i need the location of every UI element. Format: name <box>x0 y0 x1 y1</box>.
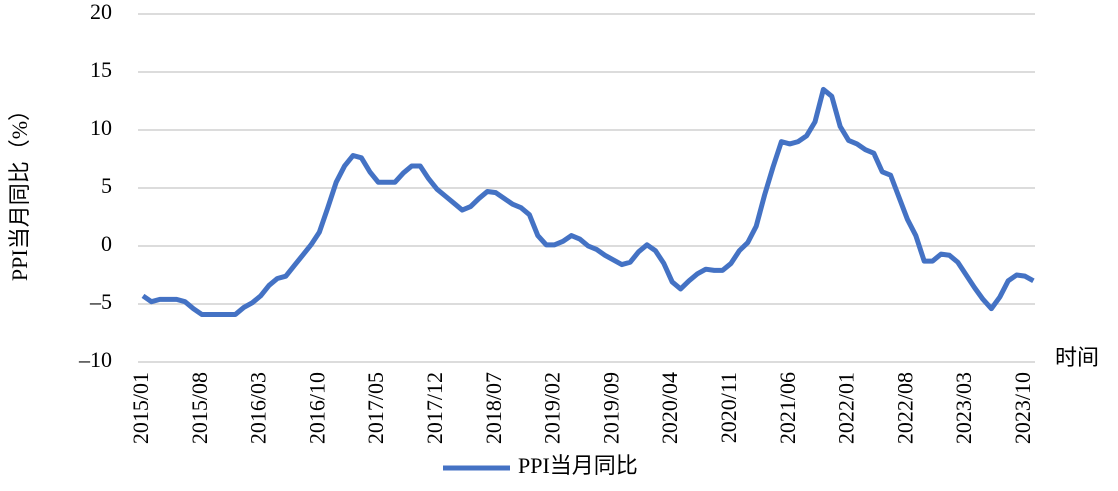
y-tick-label: 0 <box>101 231 112 256</box>
x-tick-label: 2018/07 <box>481 372 506 444</box>
x-tick-label: 2019/02 <box>540 372 565 444</box>
y-tick-label: 5 <box>101 173 112 198</box>
x-tick-label: 2017/05 <box>363 372 388 444</box>
x-tick-label: 2020/11 <box>716 372 741 443</box>
x-tick-label: 2023/03 <box>951 372 976 444</box>
x-tick-label: 2022/08 <box>892 372 917 444</box>
legend-label: PPI当月同比 <box>518 453 638 478</box>
x-tick-label: 2016/10 <box>304 372 329 444</box>
line <box>141 86 1035 317</box>
x-tick-label: 2023/10 <box>1010 372 1035 444</box>
x-tick-label: 2017/12 <box>422 372 447 444</box>
y-axis-label: PPI当月同比（%） <box>7 99 32 281</box>
x-tick-label: 2020/04 <box>657 372 682 444</box>
x-axis-label: 时间 <box>1055 345 1099 370</box>
x-tick-label: 2015/08 <box>187 372 212 444</box>
x-tick-label: 2019/09 <box>598 372 623 444</box>
x-tick-label: 2021/06 <box>775 372 800 444</box>
y-tick-label: –5 <box>89 289 112 314</box>
y-tick-label: 15 <box>90 57 112 82</box>
x-tick-label: 2016/03 <box>246 372 271 444</box>
y-tick-label: –10 <box>78 347 112 372</box>
x-tick-label: 2015/01 <box>128 372 153 444</box>
y-tick-label: 20 <box>90 0 112 24</box>
y-tick-label: 10 <box>90 115 112 140</box>
x-tick-label: 2022/01 <box>834 372 859 444</box>
